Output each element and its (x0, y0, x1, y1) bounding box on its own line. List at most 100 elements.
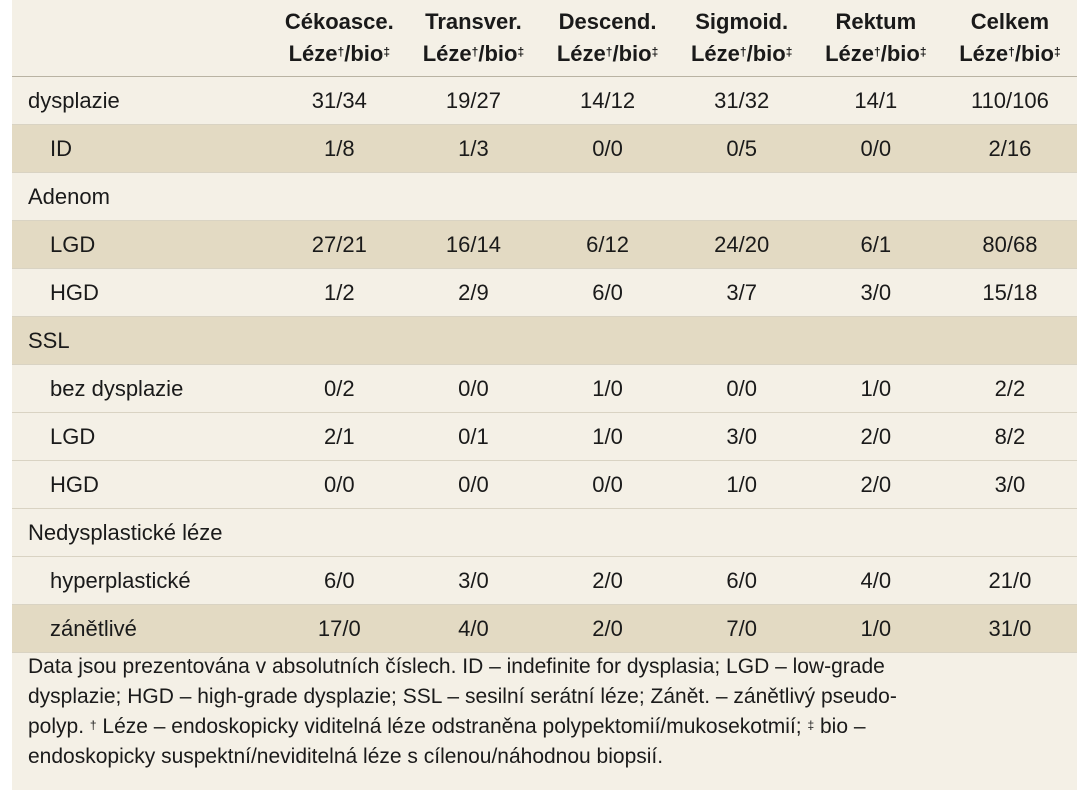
table-cell (674, 316, 809, 365)
table-cell (942, 316, 1077, 365)
table-cell (674, 172, 809, 221)
column-subtitle: Léze†/bio‡ (959, 41, 1061, 66)
table-row-ssl-lgd: LGD 2/1 0/1 1/0 3/0 2/0 8/2 (12, 412, 1077, 461)
row-label: LGD (12, 412, 273, 461)
table-cell (808, 508, 943, 557)
table-cell: 3/7 (674, 268, 809, 317)
table-cell: 31/32 (674, 76, 809, 125)
column-title: Celkem (970, 9, 1050, 34)
table-cell: 1/3 (406, 124, 541, 173)
table-cell (272, 316, 407, 365)
table-body: dysplazie 31/34 19/27 14/12 31/32 14/1 1… (12, 76, 1077, 653)
table-header: Cékoasce. Léze†/bio‡ Transver. Léze†/bio… (12, 0, 1077, 77)
table-cell: 1/0 (808, 604, 943, 653)
row-label: SSL (12, 316, 273, 365)
table-cell: 1/0 (540, 364, 675, 413)
table-cell: 0/0 (808, 124, 943, 173)
table-cell: 1/0 (540, 412, 675, 461)
dagger-mark: † (89, 718, 97, 732)
table-row-nedysplasticke-leze: Nedysplastické léze (12, 508, 1077, 557)
table-cell: 110/106 (942, 76, 1077, 125)
table-cell: 4/0 (406, 604, 541, 653)
row-label: bez dysplazie (12, 364, 273, 413)
row-label: hyperplastické (12, 556, 273, 605)
table-cell: 21/0 (942, 556, 1077, 605)
table-cell (808, 316, 943, 365)
table-cell: 3/0 (808, 268, 943, 317)
column-subtitle: Léze†/bio‡ (690, 41, 793, 66)
table-cell (942, 172, 1077, 221)
table-row-adenom-hgd: HGD 1/2 2/9 6/0 3/7 3/0 15/18 (12, 268, 1077, 317)
column-title: Cékoasce. (284, 9, 394, 34)
table-cell: 3/0 (406, 556, 541, 605)
table-cell (540, 316, 675, 365)
footnote-line-1: Data jsou prezentována v absolutních čís… (28, 655, 885, 678)
table-cell: 4/0 (808, 556, 943, 605)
table-cell: 6/1 (808, 220, 943, 269)
column-header-descend: Descend. Léze†/bio‡ (540, 0, 675, 77)
table-cell: 1/0 (808, 364, 943, 413)
row-label: Nedysplastické léze (12, 508, 273, 557)
row-label: LGD (12, 220, 273, 269)
table-cell (272, 508, 407, 557)
table-cell: 1/8 (272, 124, 407, 173)
table-footnote: Data jsou prezentována v absolutních čís… (28, 652, 1068, 772)
table-cell: 0/0 (540, 124, 675, 173)
table-cell: 6/12 (540, 220, 675, 269)
row-label: zánětlivé (12, 604, 273, 653)
table-row-dysplazie: dysplazie 31/34 19/27 14/12 31/32 14/1 1… (12, 76, 1077, 125)
table-cell: 6/0 (674, 556, 809, 605)
column-header-sigmoid: Sigmoid. Léze†/bio‡ (674, 0, 809, 77)
table-cell: 16/14 (406, 220, 541, 269)
column-subtitle: Léze†/bio‡ (422, 41, 525, 66)
table-cell: 2/0 (540, 604, 675, 653)
table-cell: 0/0 (674, 364, 809, 413)
table-row-adenom-lgd: LGD 27/21 16/14 6/12 24/20 6/1 80/68 (12, 220, 1077, 269)
header-row: Cékoasce. Léze†/bio‡ Transver. Léze†/bio… (12, 0, 1077, 77)
table-cell: 0/0 (406, 460, 541, 509)
table-cell: 31/0 (942, 604, 1077, 653)
row-label: Adenom (12, 172, 273, 221)
table-cell: 8/2 (942, 412, 1077, 461)
table-cell: 1/0 (674, 460, 809, 509)
table-cell: 17/0 (272, 604, 407, 653)
table-row-ssl-bez-dysplazie: bez dysplazie 0/2 0/0 1/0 0/0 1/0 2/2 (12, 364, 1077, 413)
table-cell: 7/0 (674, 604, 809, 653)
table-cell (272, 172, 407, 221)
table-cell (540, 172, 675, 221)
column-title: Sigmoid. (695, 9, 789, 34)
table-cell (808, 172, 943, 221)
footnote-line-4: endoskopicky suspektní/neviditelná léze … (28, 745, 664, 768)
column-header-cekoasce: Cékoasce. Léze†/bio‡ (272, 0, 407, 77)
table-cell: 0/0 (540, 460, 675, 509)
table-cell: 27/21 (272, 220, 407, 269)
table-cell: 2/2 (942, 364, 1077, 413)
column-title: Rektum (835, 9, 917, 34)
table-cell: 0/1 (406, 412, 541, 461)
document-page: Cékoasce. Léze†/bio‡ Transver. Léze†/bio… (12, 0, 1077, 790)
column-title: Descend. (558, 9, 657, 34)
column-header-rektum: Rektum Léze†/bio‡ (808, 0, 943, 77)
table-row-id: ID 1/8 1/3 0/0 0/5 0/0 2/16 (12, 124, 1077, 173)
column-subtitle: Léze†/bio‡ (825, 41, 927, 66)
table-cell (674, 508, 809, 557)
table-cell: 24/20 (674, 220, 809, 269)
column-header-celkem: Celkem Léze†/bio‡ (942, 0, 1077, 77)
table-cell: 31/34 (272, 76, 407, 125)
row-label: ID (12, 124, 273, 173)
footnote-line-2: dysplazie; HGD – high-grade dysplazie; S… (28, 685, 897, 708)
table-cell: 2/0 (808, 412, 943, 461)
table-row-adenom: Adenom (12, 172, 1077, 221)
header-row-label-cell (12, 0, 273, 77)
table-cell (406, 316, 541, 365)
table-cell (406, 508, 541, 557)
table-cell: 14/1 (808, 76, 943, 125)
table-cell: 15/18 (942, 268, 1077, 317)
table-cell: 14/12 (540, 76, 675, 125)
table-cell (540, 508, 675, 557)
column-title: Transver. (425, 9, 522, 34)
table-row-hyperplasticke: hyperplastické 6/0 3/0 2/0 6/0 4/0 21/0 (12, 556, 1077, 605)
double-dagger-mark: ‡ (807, 718, 815, 732)
table-cell: 6/0 (272, 556, 407, 605)
column-subtitle: Léze†/bio‡ (288, 41, 390, 66)
